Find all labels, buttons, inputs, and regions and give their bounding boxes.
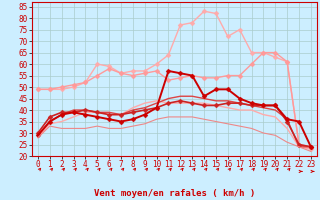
X-axis label: Vent moyen/en rafales ( km/h ): Vent moyen/en rafales ( km/h ) (94, 189, 255, 198)
